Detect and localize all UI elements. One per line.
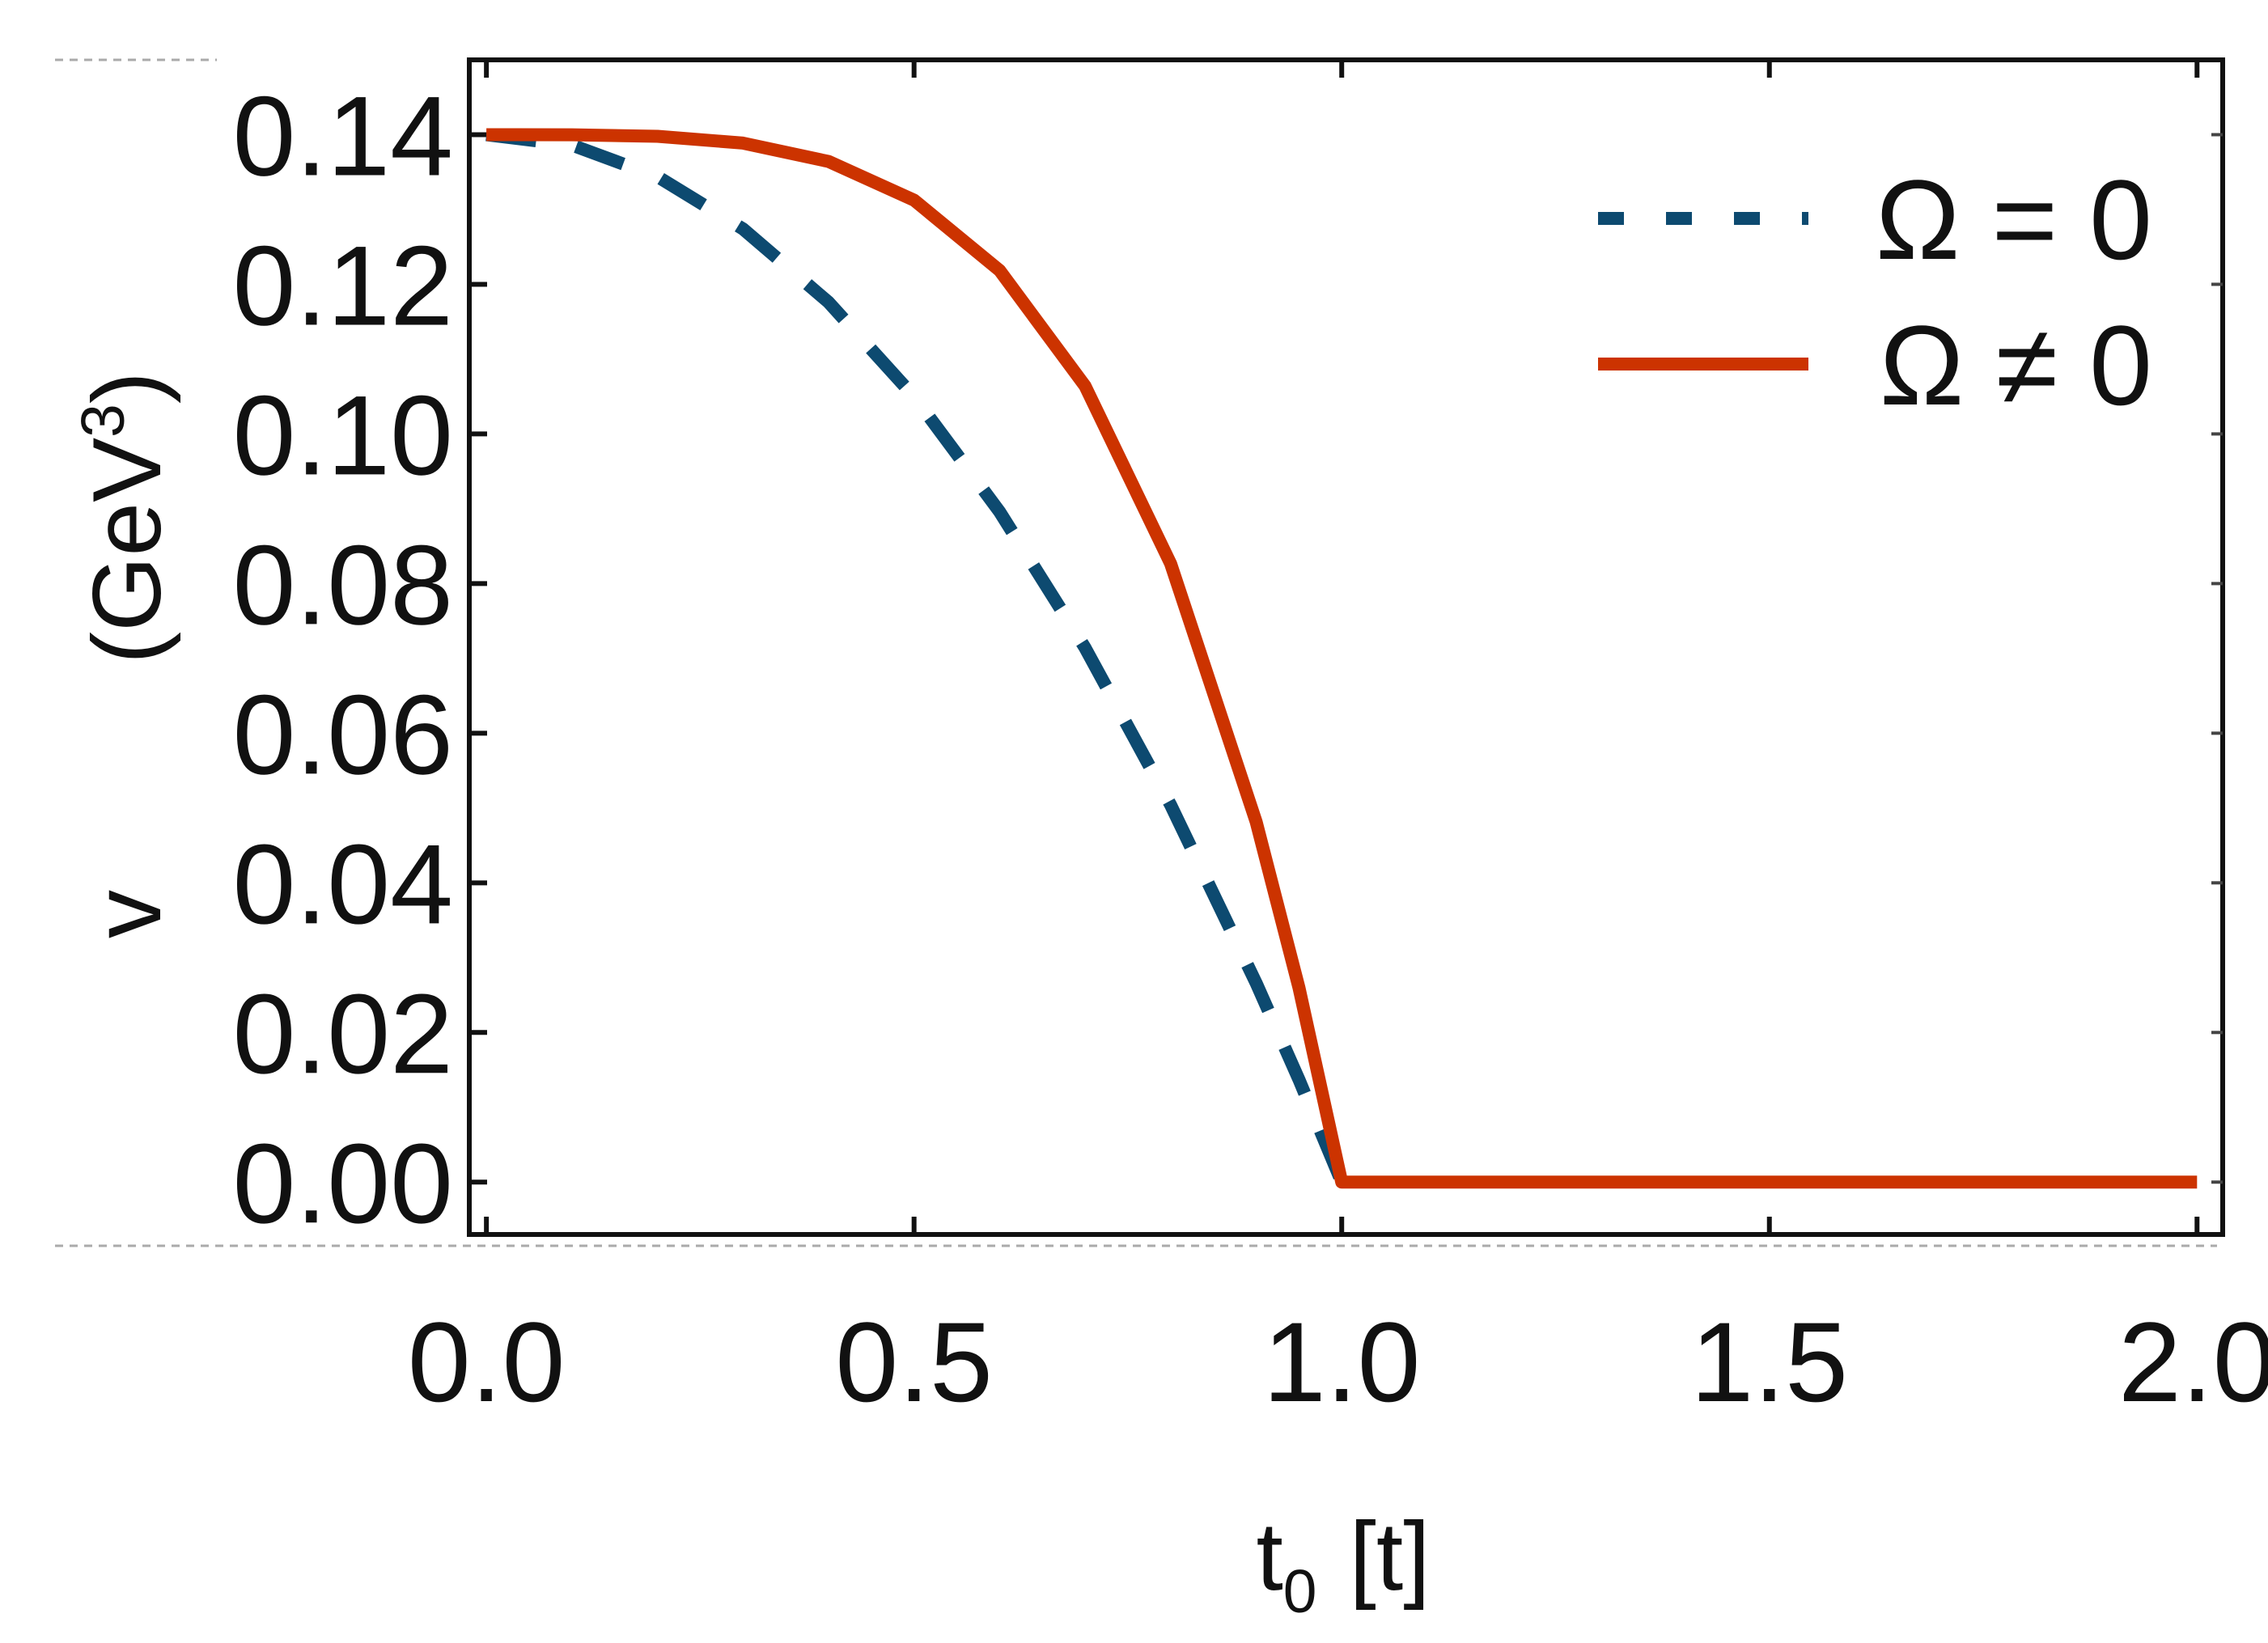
y-tick-label: 0.02 xyxy=(233,970,453,1097)
y-axis-title-unit: (GeV3) xyxy=(69,371,181,664)
y-tick-label: 0.10 xyxy=(233,371,453,498)
x-axis-title-sub: 0 xyxy=(1283,1557,1317,1625)
legend-label: Ω ≠ 0 xyxy=(1880,302,2152,429)
y-tick-label: 0.12 xyxy=(233,222,453,349)
x-axis-title-var: t xyxy=(1256,1502,1282,1611)
series-group xyxy=(485,128,2198,1189)
x-tick-label: 2.0 xyxy=(2118,1298,2268,1425)
y-tick-label: 0.14 xyxy=(233,72,453,199)
series-line-omega-nonzero xyxy=(486,128,2198,1189)
x-axis-title-unit: [t] xyxy=(1350,1502,1431,1611)
y-tick-label: 0.00 xyxy=(233,1120,453,1247)
y-axis-unit-tail: ) xyxy=(73,371,181,404)
x-axis-title: t0 [t] xyxy=(1256,1502,1430,1625)
tick-labels-group: 0.0 0.5 1.0 1.5 2.0 0.00 0.02 0.04 0.06 0.08 0.10 0… xyxy=(233,72,2268,1425)
legend-label: Ω = 0 xyxy=(1876,156,2152,283)
y-tick-label: 0.06 xyxy=(233,671,453,798)
series-line-omega-zero xyxy=(485,128,1348,1185)
y-axis-title-var: v xyxy=(73,890,181,938)
y-axis-unit-sup: 3 xyxy=(69,404,137,438)
legend: Ω = 0 Ω ≠ 0 xyxy=(1598,156,2152,429)
x-tick-label: 0.5 xyxy=(835,1298,993,1425)
x-tick-label: 1.0 xyxy=(1263,1298,1421,1425)
y-axis-unit-base: (GeV xyxy=(73,438,181,664)
ticks-group xyxy=(469,60,2223,1234)
x-tick-label: 0.0 xyxy=(408,1298,566,1425)
y-tick-label: 0.04 xyxy=(233,820,453,947)
x-tick-label: 1.5 xyxy=(1690,1298,1848,1425)
plot-frame xyxy=(467,57,2225,1237)
y-tick-label: 0.08 xyxy=(233,521,453,648)
